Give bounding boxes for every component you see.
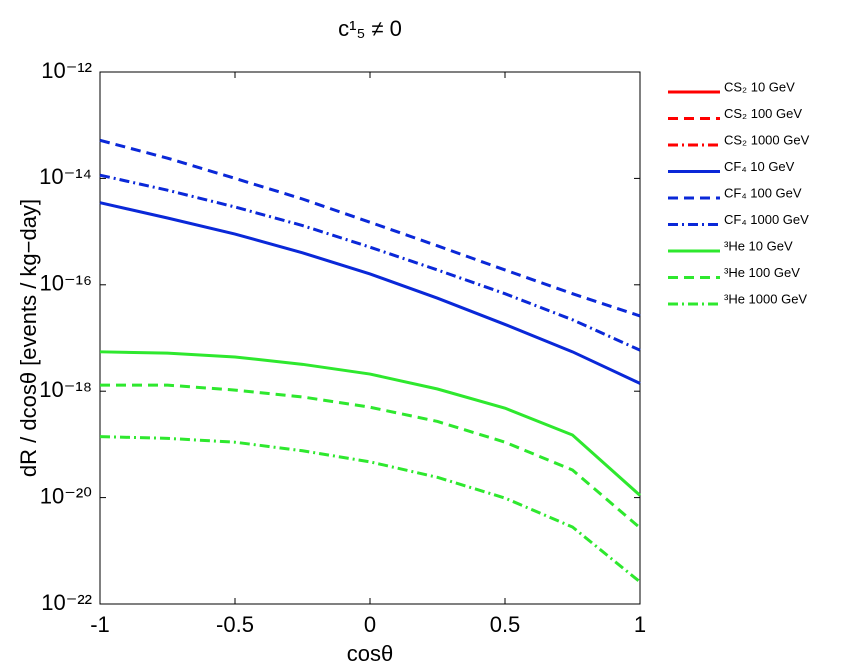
- legend-label: ³He 100 GeV: [724, 265, 800, 280]
- legend-label: CS₂ 100 GeV: [724, 106, 802, 121]
- legend-label: CS₂ 1000 GeV: [724, 132, 810, 147]
- legend-label: CS₂ 10 GeV: [724, 79, 795, 94]
- x-axis-label: cosθ: [347, 641, 393, 666]
- series-line: [99, 435, 641, 584]
- x-tick-label: -1: [90, 612, 110, 637]
- plot-frame: [99, 71, 641, 605]
- series-line: [100, 383, 641, 529]
- y-tick-label: 10⁻¹²: [41, 58, 92, 83]
- y-tick-label: 10⁻¹⁸: [39, 377, 92, 402]
- legend-label: CF₄ 100 GeV: [724, 185, 802, 200]
- series-line: [99, 138, 641, 318]
- y-tick-label: 10⁻²²: [41, 590, 92, 615]
- legend-label: CF₄ 10 GeV: [724, 159, 795, 174]
- series-line: [99, 350, 641, 497]
- y-tick-label: 10⁻¹⁴: [39, 164, 92, 189]
- x-tick-label: 1: [634, 612, 646, 637]
- legend-label: ³He 1000 GeV: [724, 291, 807, 306]
- x-tick-label: -0.5: [216, 612, 254, 637]
- x-tick-label: 0.5: [490, 612, 521, 637]
- legend-label: CF₄ 1000 GeV: [724, 212, 809, 227]
- chart-title: c¹₅ ≠ 0: [338, 16, 402, 41]
- y-tick-label: 10⁻²⁰: [40, 483, 92, 508]
- x-tick-label: 0: [364, 612, 376, 637]
- y-axis-label: dR / dcosθ [events / kg−day]: [16, 199, 41, 477]
- series-line: [99, 173, 641, 352]
- legend-label: ³He 10 GeV: [724, 238, 793, 253]
- series-line: [99, 201, 641, 385]
- y-tick-label: 10⁻¹⁶: [40, 271, 92, 296]
